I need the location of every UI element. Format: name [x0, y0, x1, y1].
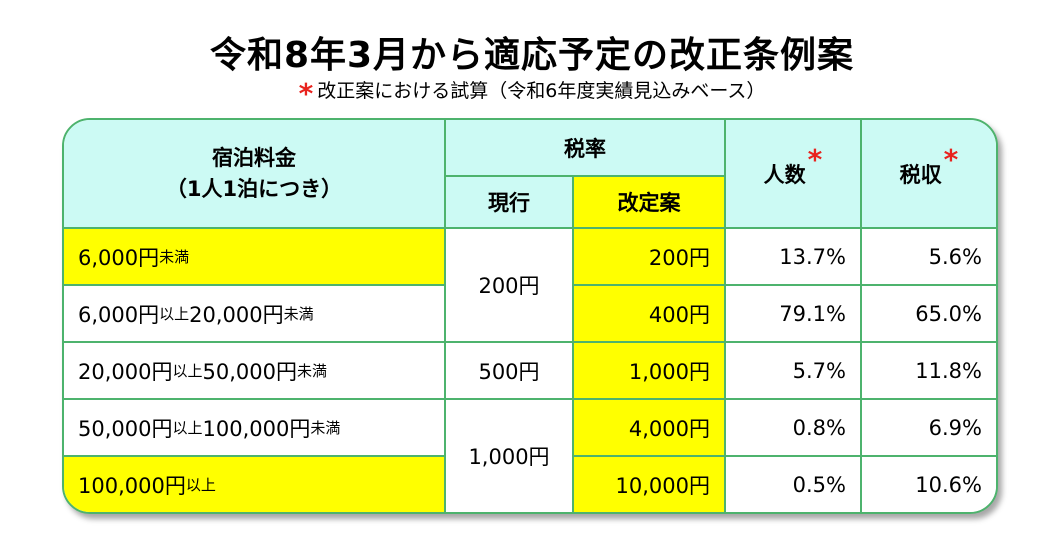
- price-value: 50,000円: [78, 416, 173, 441]
- price-suffix: 未満: [310, 419, 341, 437]
- row-5-revised: 10,000円: [574, 457, 726, 512]
- row-2-people: 79.1%: [726, 286, 862, 343]
- row-1-price: 6,000円 未満: [64, 229, 446, 286]
- row-4-revised: 4,000円: [574, 400, 726, 457]
- price-value: 20,000円: [189, 302, 284, 327]
- price-suffix: 以上: [172, 362, 203, 380]
- row-3-revised: 1,000円: [574, 343, 726, 400]
- row-5-people: 0.5%: [726, 457, 862, 512]
- price-suffix: 以上: [159, 305, 190, 323]
- row-1-people: 13.7%: [726, 229, 862, 286]
- row-1-revised: 200円: [574, 229, 726, 286]
- row-4-revenue: 6.9%: [862, 400, 996, 457]
- price-suffix: 以上: [172, 419, 203, 437]
- price-suffix: 未満: [283, 305, 314, 323]
- header-price-line1: 宿泊料金: [211, 146, 296, 171]
- asterisk-mark: *: [943, 143, 959, 176]
- header-revenue-label: 税収: [899, 162, 942, 187]
- row-2-revenue: 65.0%: [862, 286, 996, 343]
- row-2-price: 6,000円 以上 20,000円 未満: [64, 286, 446, 343]
- header-people-label: 人数: [763, 162, 806, 187]
- price-value: 100,000円: [78, 473, 186, 498]
- row-3-current: 500円: [446, 343, 574, 400]
- price-value: 50,000円: [202, 359, 297, 384]
- tax-rate-table: 宿泊料金 （1人1泊につき） 税率 人数 * 税収 * 現行 改定案 6,000円未…: [62, 118, 998, 514]
- current-rate-group-2: 1,000円: [446, 400, 574, 512]
- price-value: 100,000円: [202, 416, 311, 441]
- header-tax-rate: 税率: [446, 120, 726, 177]
- page-title: 令和8年3月から適応予定の改正条例案: [209, 35, 855, 76]
- row-4-people: 0.8%: [726, 400, 862, 457]
- row-5-price: 100,000円 以上: [64, 457, 446, 512]
- asterisk-mark: *: [298, 77, 314, 110]
- header-price-line2: （1人1泊につき）: [165, 176, 343, 201]
- row-1-revenue: 5.6%: [862, 229, 996, 286]
- header-people: 人数 *: [726, 120, 862, 229]
- asterisk-mark: *: [807, 143, 823, 176]
- header-revenue: 税収 *: [862, 120, 996, 229]
- price-value: 6,000円: [78, 302, 160, 327]
- page-subtitle: * 改正案における試算（令和6年度実績見込みベース）: [0, 76, 1064, 110]
- current-rate-group-1: 200円: [446, 229, 574, 343]
- row-4-price: 50,000円 以上 100,000円 未満: [64, 400, 446, 457]
- row-2-revised: 400円: [574, 286, 726, 343]
- price-value: 6,000円: [78, 245, 160, 270]
- price-suffix: 未満: [159, 248, 190, 266]
- price-value: 20,000円: [78, 359, 173, 384]
- subtitle-text: 改正案における試算（令和6年度実績見込みベース）: [317, 80, 766, 102]
- row-3-revenue: 11.8%: [862, 343, 996, 400]
- price-suffix: 以上: [185, 476, 216, 494]
- price-suffix: 未満: [296, 362, 327, 380]
- header-price: 宿泊料金 （1人1泊につき）: [64, 120, 446, 229]
- header-revised: 改定案: [574, 177, 726, 229]
- row-3-people: 5.7%: [726, 343, 862, 400]
- row-5-revenue: 10.6%: [862, 457, 996, 512]
- header-current: 現行: [446, 177, 574, 229]
- row-3-price: 20,000円 以上 50,000円 未満: [64, 343, 446, 400]
